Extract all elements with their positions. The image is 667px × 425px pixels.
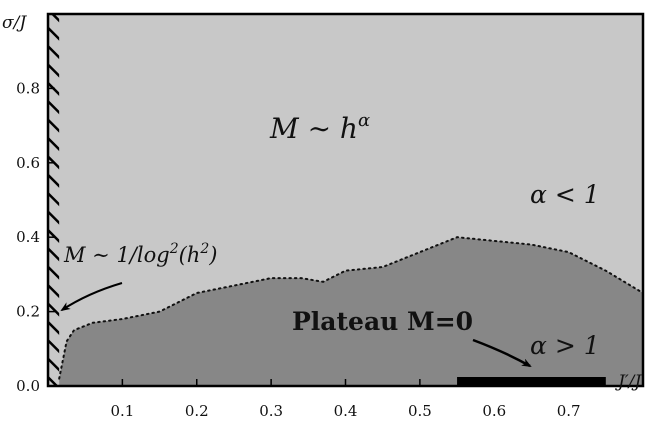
x-axis-ticks: 0.1 0.2 0.3 0.4 0.5 0.6 0.7 [110,379,581,420]
plateau-arrow [472,338,532,368]
phase-boundary-line [58,236,644,380]
plateau-annotation: Plateau M=0 [292,307,473,336]
y-tick-label: 0.0 [16,377,40,395]
x-tick-label: 0.1 [110,402,134,420]
x-tick-label: 0.2 [185,402,209,420]
plateau-segment [457,377,606,386]
hatched-region [48,14,60,386]
y-tick-label: 0.4 [16,228,40,246]
x-tick-label: 0.5 [408,402,432,420]
log-law-annotation: M ∼ 1/log2(h2) [63,241,217,267]
y-axis-label: σ/J [2,13,27,33]
upper-condition-annotation: α < 1 [530,180,600,209]
y-axis-ticks: 0.0 0.2 0.4 0.6 0.8 [16,79,55,395]
y-tick-label: 0.2 [16,303,40,321]
y-tick-label: 0.6 [16,154,40,172]
x-tick-label: 0.4 [334,402,358,420]
log-law-arrow [60,282,123,312]
x-axis-label: J′/J [615,372,642,392]
x-tick-label: 0.7 [557,402,581,420]
y-tick-label: 0.8 [16,79,40,97]
lower-condition-annotation: α > 1 [530,331,600,360]
x-tick-label: 0.3 [259,402,283,420]
x-tick-label: 0.6 [482,402,506,420]
upper-law-annotation: M ∼ hα [269,110,370,145]
